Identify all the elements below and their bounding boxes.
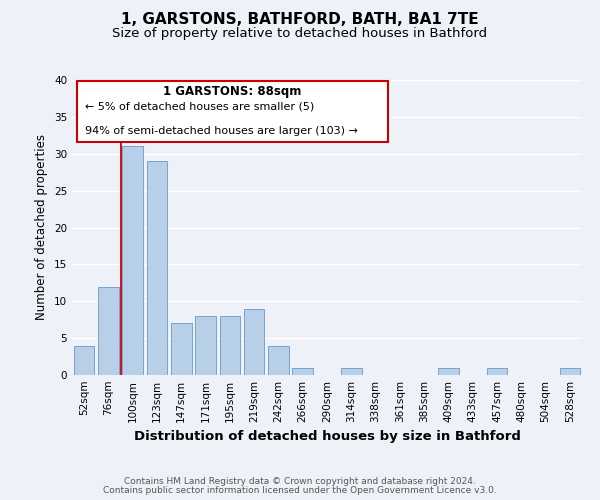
Text: 94% of semi-detached houses are larger (103) →: 94% of semi-detached houses are larger (… bbox=[85, 126, 358, 136]
Text: Contains public sector information licensed under the Open Government Licence v3: Contains public sector information licen… bbox=[103, 486, 497, 495]
Text: Size of property relative to detached houses in Bathford: Size of property relative to detached ho… bbox=[112, 28, 488, 40]
Bar bbox=[268, 346, 289, 375]
Bar bbox=[171, 324, 191, 375]
Bar bbox=[122, 146, 143, 375]
Bar bbox=[74, 346, 94, 375]
Y-axis label: Number of detached properties: Number of detached properties bbox=[35, 134, 49, 320]
Bar bbox=[292, 368, 313, 375]
Bar bbox=[560, 368, 580, 375]
FancyBboxPatch shape bbox=[77, 82, 388, 142]
Text: 1, GARSTONS, BATHFORD, BATH, BA1 7TE: 1, GARSTONS, BATHFORD, BATH, BA1 7TE bbox=[121, 12, 479, 28]
Bar bbox=[487, 368, 508, 375]
Text: Contains HM Land Registry data © Crown copyright and database right 2024.: Contains HM Land Registry data © Crown c… bbox=[124, 477, 476, 486]
Text: 1 GARSTONS: 88sqm: 1 GARSTONS: 88sqm bbox=[163, 85, 302, 98]
Bar bbox=[244, 308, 265, 375]
Text: ← 5% of detached houses are smaller (5): ← 5% of detached houses are smaller (5) bbox=[85, 102, 314, 112]
Bar bbox=[341, 368, 362, 375]
Bar bbox=[220, 316, 240, 375]
Bar bbox=[195, 316, 216, 375]
Bar bbox=[438, 368, 459, 375]
X-axis label: Distribution of detached houses by size in Bathford: Distribution of detached houses by size … bbox=[134, 430, 520, 444]
Bar bbox=[146, 161, 167, 375]
Bar bbox=[98, 286, 119, 375]
